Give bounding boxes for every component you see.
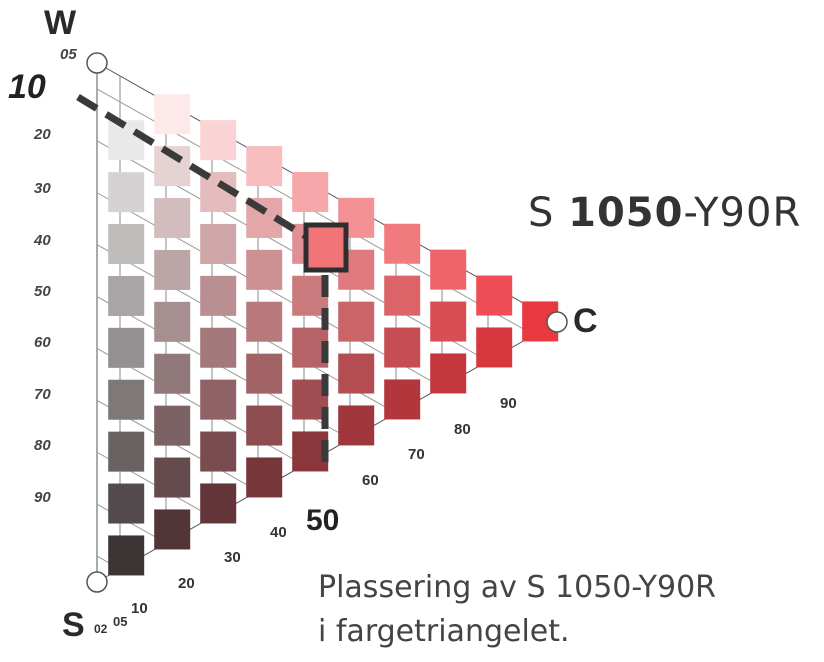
- color-swatch: [384, 379, 421, 420]
- white-axis-label: W: [44, 4, 77, 42]
- left-tick-60: 60: [34, 334, 51, 351]
- bottom-tick-50-highlight: 50: [306, 504, 340, 537]
- notation-nuance: 1050: [568, 190, 684, 236]
- bottom-tick-05: 05: [113, 614, 128, 629]
- color-swatch: [200, 275, 237, 316]
- color-swatch: [108, 535, 145, 576]
- s-corner-marker: [86, 571, 108, 593]
- selected-swatch-highlight: [303, 222, 349, 273]
- color-swatch: [154, 509, 191, 550]
- color-swatch: [384, 327, 421, 368]
- left-tick-50: 50: [34, 283, 51, 300]
- color-swatch: [430, 353, 467, 394]
- color-swatch: [430, 301, 467, 342]
- bottom-tick-20: 20: [178, 575, 195, 592]
- color-swatch: [154, 94, 191, 135]
- left-tick-40: 40: [34, 232, 51, 249]
- bottom-tick-90: 90: [500, 395, 517, 412]
- color-swatch: [108, 172, 145, 213]
- color-swatch: [154, 198, 191, 239]
- left-tick-30: 30: [34, 180, 51, 197]
- color-swatch: [338, 301, 375, 342]
- color-swatch: [384, 223, 421, 264]
- bottom-tick-10: 10: [131, 600, 148, 617]
- color-swatch: [108, 431, 145, 472]
- left-tick-05: 05: [60, 46, 77, 63]
- left-tick-70: 70: [34, 386, 51, 403]
- color-swatch: [108, 120, 145, 161]
- color-swatch: [108, 327, 145, 368]
- color-swatch: [476, 327, 513, 368]
- color-swatch: [200, 120, 237, 161]
- left-tick-80: 80: [34, 437, 51, 454]
- bottom-tick-70: 70: [408, 446, 425, 463]
- color-swatch: [200, 223, 237, 264]
- color-swatch: [246, 457, 283, 498]
- bottom-tick-80: 80: [454, 421, 471, 438]
- color-swatch: [246, 405, 283, 446]
- notation-hue: -Y90R: [683, 190, 802, 236]
- color-swatch: [108, 275, 145, 316]
- color-swatch: [384, 275, 421, 316]
- color-swatch: [292, 171, 329, 212]
- color-swatch: [246, 249, 283, 290]
- color-swatch: [154, 405, 191, 446]
- color-notation-label: S 1050-Y90R: [528, 190, 801, 236]
- color-swatch: [108, 224, 145, 265]
- color-swatch: [246, 353, 283, 394]
- bottom-tick-60: 60: [362, 472, 379, 489]
- color-swatch: [246, 146, 283, 187]
- black-axis-label: S: [62, 606, 85, 644]
- color-swatch: [246, 301, 283, 342]
- left-tick-10-highlight: 10: [8, 68, 46, 106]
- color-swatch: [108, 483, 145, 524]
- color-swatch: [338, 405, 375, 446]
- bottom-tick-30: 30: [224, 549, 241, 566]
- color-swatch: [200, 431, 237, 472]
- color-swatch: [200, 327, 237, 368]
- chromatic-axis-label: C: [573, 302, 598, 340]
- color-swatch: [108, 379, 145, 420]
- color-swatch: [154, 249, 191, 290]
- color-swatch: [200, 379, 237, 420]
- c-corner-marker: [546, 311, 568, 333]
- color-swatch: [154, 457, 191, 498]
- w-corner-marker: [86, 52, 108, 74]
- left-tick-20: 20: [34, 126, 51, 143]
- caption-line-2: i fargetriangelet.: [318, 614, 570, 649]
- color-swatch: [154, 301, 191, 342]
- notation-prefix: S: [528, 190, 569, 236]
- blackness-dashed-line: [76, 94, 327, 251]
- bottom-tick-40: 40: [270, 524, 287, 541]
- color-swatch: [430, 249, 467, 290]
- color-swatch: [200, 483, 237, 524]
- left-tick-90: 90: [34, 489, 51, 506]
- caption-line-1: Plassering av S 1050-Y90R: [318, 570, 716, 605]
- color-swatch: [476, 275, 513, 316]
- caption: Plassering av S 1050-Y90R i fargetriange…: [318, 566, 716, 654]
- bottom-tick-02: 02: [94, 622, 108, 636]
- color-swatch: [154, 353, 191, 394]
- color-swatch: [338, 353, 375, 394]
